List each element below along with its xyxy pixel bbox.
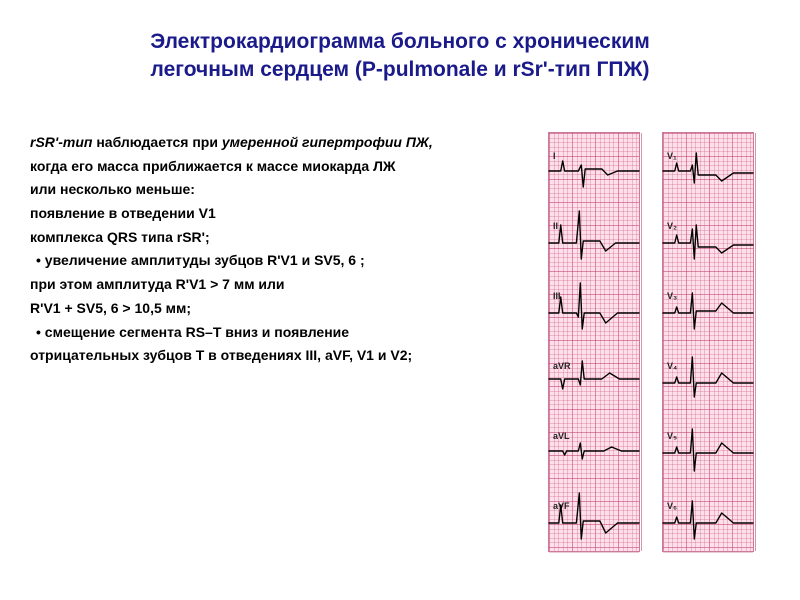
text-1c: умеренной гипертрофии ПЖ, (222, 134, 433, 150)
text-1b: наблюдается при (92, 134, 221, 150)
text-rsr: rSR'-тип (30, 134, 92, 150)
ecg-lead-avr: aVR (549, 343, 639, 413)
ecg-lead-v₂: V₂ (663, 203, 753, 273)
text-p4: появление в отведении V1 (30, 203, 510, 225)
title-line2: легочным сердцем (P-pulmonale и rSr'-тип… (151, 58, 650, 81)
text-p7: R'V1 + SV5, 6 > 10,5 мм; (30, 298, 510, 320)
text-p3: или несколько меньше: (30, 179, 510, 201)
text-p6: при этом амплитуда R'V1 > 7 мм или (30, 274, 510, 296)
ecg-strip-limb-leads: IIIIIIaVRaVLaVF (548, 132, 640, 552)
ecg-lead-v₄: V₄ (663, 343, 753, 413)
ecg-lead-v₅: V₅ (663, 413, 753, 483)
ecg-lead-ii: II (549, 203, 639, 273)
text-p2: когда его масса приближается к массе мио… (30, 156, 510, 178)
bullet-1: увеличение амплитуды зубцов R'V1 и SV5, … (30, 250, 510, 272)
ecg-strip-chest-leads: V₁V₂V₃V₄V₅V₆ (662, 132, 754, 552)
ecg-lead-v₁: V₁ (663, 133, 753, 203)
text-p5: комплекса QRS типа rSR'; (30, 227, 510, 249)
ecg-lead-avf: aVF (549, 483, 639, 553)
ecg-lead-v₆: V₆ (663, 483, 753, 553)
ecg-lead-avl: aVL (549, 413, 639, 483)
ecg-lead-v₃: V₃ (663, 273, 753, 343)
ecg-lead-iii: III (549, 273, 639, 343)
slide-title: Электрокардиограмма больного с хроническ… (0, 0, 800, 103)
ecg-lead-i: I (549, 133, 639, 203)
title-line1: Электрокардиограмма больного с хроническ… (150, 30, 650, 53)
bullet-2: смещение сегмента RS–T вниз и появление (30, 322, 510, 344)
body-text: rSR'-тип наблюдается при умеренной гипер… (30, 132, 510, 369)
text-p8: отрицательных зубцов T в отведениях III,… (30, 345, 510, 367)
